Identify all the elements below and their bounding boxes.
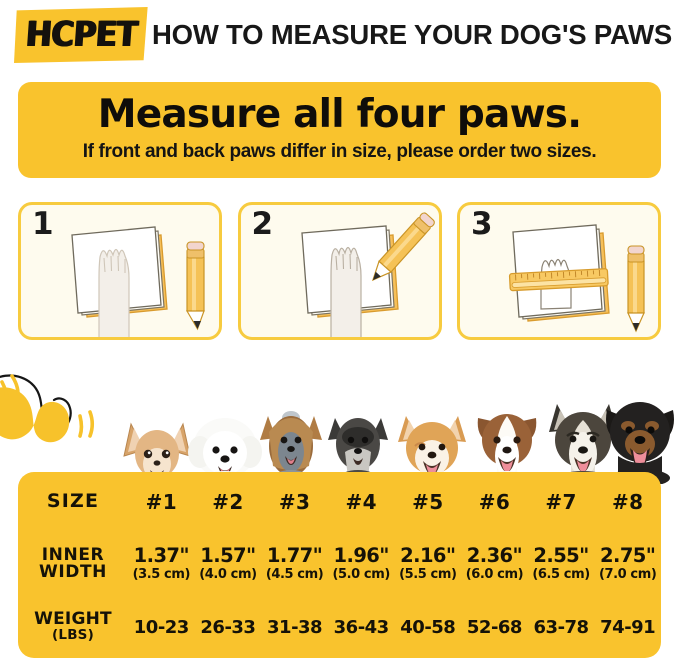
inner-width-cells: 1.37" (3.5 cm) 1.57" (4.0 cm) 1.77" (4.5… — [128, 543, 661, 583]
inner-width-cm: (4.0 cm) — [199, 567, 257, 583]
pencil-tracing-paw-icon — [300, 212, 435, 337]
inner-width-cell: 2.55" (6.5 cm) — [528, 543, 595, 583]
weight-cell: 63-78 — [533, 616, 590, 638]
inner-width-cell: 1.96" (5.0 cm) — [328, 543, 395, 583]
inner-width-inches: 1.37" — [133, 543, 190, 567]
row-label-size: SIZE — [46, 490, 100, 513]
step-number-2: 2 — [251, 206, 274, 242]
table-row-weight: WEIGHT (LBS) 10-23 26-33 31-38 36-43 40-… — [18, 596, 661, 658]
inner-width-inches: 1.77" — [266, 543, 323, 567]
inner-width-inches: 1.96" — [333, 543, 390, 567]
step-card-2: 2 — [237, 202, 442, 340]
size-cell: #5 — [412, 490, 444, 514]
inner-width-inches: 2.16" — [400, 543, 456, 567]
size-cell: #6 — [478, 490, 511, 514]
weight-cell: 52-68 — [466, 616, 523, 638]
paw-on-paper-icon — [71, 226, 205, 337]
dog-photo-strip — [0, 366, 679, 484]
step-card-3: 3 — [457, 202, 661, 340]
hcpet-logo: HCPET — [14, 7, 148, 63]
table-row-inner-width: INNER WIDTH 1.37" (3.5 cm) 1.57" (4.0 cm… — [18, 532, 661, 596]
size-cell: #3 — [278, 490, 311, 514]
dog-photo-bichon-frise — [188, 418, 262, 484]
inner-width-cm: (6.5 cm) — [532, 567, 590, 583]
inner-width-cell: 2.75" (7.0 cm) — [594, 543, 661, 583]
table-row-size: SIZE #1 #2 #3 #4 #5 #6 #7 #8 — [18, 472, 661, 532]
logo-text: HCPET — [24, 14, 139, 56]
size-cell: #4 — [345, 490, 377, 514]
inner-width-cm: (6.0 cm) — [465, 567, 524, 583]
inner-width-inches: 2.55" — [533, 543, 589, 567]
inner-width-inches: 2.75" — [600, 543, 656, 567]
row-label-inner-width-line1: INNER — [41, 544, 105, 565]
page-title: HOW TO MEASURE YOUR DOG'S PAWS — [152, 19, 673, 50]
step-number-1: 1 — [32, 206, 54, 242]
measure-banner: Measure all four paws. If front and back… — [18, 82, 661, 178]
row-label-weight-unit: (LBS) — [52, 627, 94, 644]
inner-width-cm: (3.5 cm) — [132, 567, 191, 583]
inner-width-inches: 2.36" — [466, 543, 523, 567]
size-cell: #8 — [612, 490, 644, 514]
decorative-swoosh-icon — [0, 374, 95, 443]
inner-width-cell: 1.37" (3.5 cm) — [128, 543, 195, 583]
size-cell: #1 — [145, 490, 177, 514]
row-label-weight: WEIGHT (LBS) — [18, 608, 128, 644]
banner-title: Measure all four paws. — [97, 92, 582, 138]
inner-width-cm: (7.0 cm) — [598, 567, 657, 583]
step-panels: 1 2 — [18, 202, 661, 340]
inner-width-cell: 1.57" (4.0 cm) — [195, 543, 262, 583]
inner-width-cm: (4.5 cm) — [265, 567, 324, 583]
step-card-1: 1 — [18, 202, 222, 340]
size-chart-table: SIZE #1 #2 #3 #4 #5 #6 #7 #8 INNER WIDTH… — [18, 472, 661, 658]
row-label-inner-width-line2: WIDTH — [38, 562, 107, 582]
weight-cell: 40-58 — [400, 616, 456, 638]
weight-cell: 74-91 — [600, 616, 656, 638]
banner-subtitle: If front and back paws differ in size, p… — [82, 140, 597, 162]
size-cell: #2 — [212, 490, 244, 514]
weight-cell: 31-38 — [267, 616, 323, 638]
row-label-weight-text: WEIGHT — [34, 608, 112, 629]
size-cell: #7 — [545, 490, 577, 514]
dog-photo-rottweiler — [606, 402, 674, 484]
weight-cell: 36-43 — [333, 616, 390, 638]
size-cells: #1 #2 #3 #4 #5 #6 #7 #8 — [128, 490, 661, 514]
weight-cells: 10-23 26-33 31-38 36-43 40-58 52-68 63-7… — [128, 617, 661, 638]
inner-width-cm: (5.0 cm) — [332, 567, 390, 583]
weight-cell: 10-23 — [133, 616, 190, 638]
inner-width-cell: 2.36" (6.0 cm) — [461, 543, 528, 583]
step-number-3: 3 — [471, 206, 493, 242]
dog-photo-alaskan-malamute — [549, 404, 617, 484]
ruler-measuring-outline-icon — [508, 224, 645, 333]
inner-width-cell: 2.16" (5.5 cm) — [395, 543, 462, 583]
inner-width-cm: (5.5 cm) — [399, 567, 457, 583]
page-header: HCPET HOW TO MEASURE YOUR DOG'S PAWS — [0, 0, 679, 68]
inner-width-cell: 1.77" (4.5 cm) — [261, 543, 328, 583]
inner-width-inches: 1.57" — [200, 543, 256, 567]
weight-cell: 26-33 — [200, 616, 256, 638]
row-label-inner-width: INNER WIDTH — [18, 544, 128, 582]
